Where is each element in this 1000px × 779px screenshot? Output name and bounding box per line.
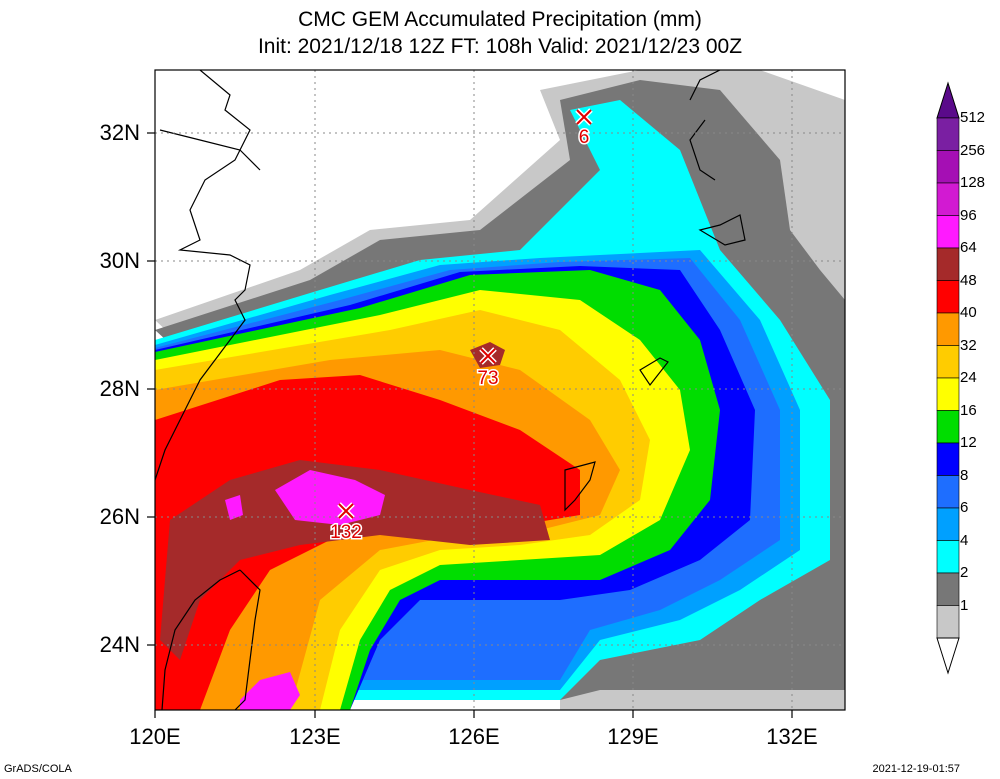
- colorbar-swatch: [936, 572, 960, 606]
- colorbar-level-label: 8: [960, 466, 969, 484]
- colorbar-swatch: [936, 150, 960, 184]
- colorbar-swatch: [936, 117, 960, 151]
- footer-timestamp: 2021-12-19-01:57: [872, 763, 960, 775]
- colorbar-level-label: 128: [960, 174, 986, 191]
- lon-label-129e: 129E: [607, 724, 659, 749]
- colorbar-level-label: 16: [960, 401, 977, 419]
- marker-label-73: 73: [477, 368, 498, 389]
- lat-label-28n: 28N: [99, 376, 140, 401]
- marker-label-6: 6: [579, 127, 590, 148]
- max-marker-132: [337, 502, 355, 520]
- colorbar-level-label: 32: [960, 336, 977, 354]
- colorbar-swatch: [936, 247, 960, 281]
- colorbar-level-label: 48: [960, 271, 977, 289]
- plot-frame: [154, 69, 846, 711]
- colorbar-swatch: [936, 442, 960, 476]
- colorbar-swatch: [936, 540, 960, 574]
- precip-field: [155, 70, 845, 710]
- colorbar-swatch: [936, 605, 960, 639]
- colorbar-swatch: [936, 215, 960, 249]
- colorbar-level-label: 64: [960, 239, 977, 256]
- map-subtitle: Init: 2021/12/18 12Z FT: 108h Valid: 202…: [257, 35, 743, 58]
- graticule: [155, 70, 845, 710]
- colorbar-level-label: 6: [960, 499, 969, 516]
- colorbar-swatch: [936, 312, 960, 346]
- colorbar-swatch: [936, 345, 960, 379]
- colorbar-level-label: 512: [960, 109, 986, 126]
- colorbar-level-label: 1: [960, 596, 969, 614]
- colorbar-bottom-arrow: [936, 637, 960, 675]
- lat-label-30n: 30N: [99, 248, 140, 273]
- colorbar-swatch: [936, 475, 960, 509]
- colorbar: [936, 81, 960, 675]
- colorbar-swatch: [936, 507, 960, 541]
- lon-label-132e: 132E: [766, 724, 818, 749]
- colorbar-level-label: 12: [960, 434, 977, 451]
- coastlines: [155, 70, 746, 710]
- colorbar-swatch: [936, 182, 960, 216]
- lat-label-32n: 32N: [99, 120, 140, 145]
- colorbar-level-label: 96: [960, 206, 977, 224]
- lon-label-120e: 120E: [129, 724, 181, 749]
- colorbar-level-label: 40: [960, 304, 977, 321]
- lat-label-26n: 26N: [99, 504, 140, 529]
- colorbar-level-label: 2: [960, 564, 969, 581]
- colorbar-level-label: 256: [960, 141, 986, 159]
- max-marker-6: [575, 108, 593, 126]
- lon-label-123e: 123E: [289, 724, 341, 749]
- colorbar-level-label: 4: [960, 531, 969, 549]
- colorbar-swatch: [936, 377, 960, 411]
- lon-label-126e: 126E: [448, 724, 500, 749]
- footer-credit: GrADS/COLA: [4, 763, 72, 775]
- max-marker-73: [479, 347, 497, 365]
- colorbar-swatch: [936, 280, 960, 314]
- colorbar-swatch: [936, 410, 960, 444]
- tick-marks: [147, 132, 793, 718]
- map-title: CMC GEM Accumulated Precipitation (mm): [298, 8, 702, 31]
- colorbar-top-arrow: [936, 81, 960, 119]
- colorbar-level-label: 24: [960, 369, 977, 386]
- marker-label-132: 132: [330, 522, 362, 543]
- lat-label-24n: 24N: [99, 632, 140, 657]
